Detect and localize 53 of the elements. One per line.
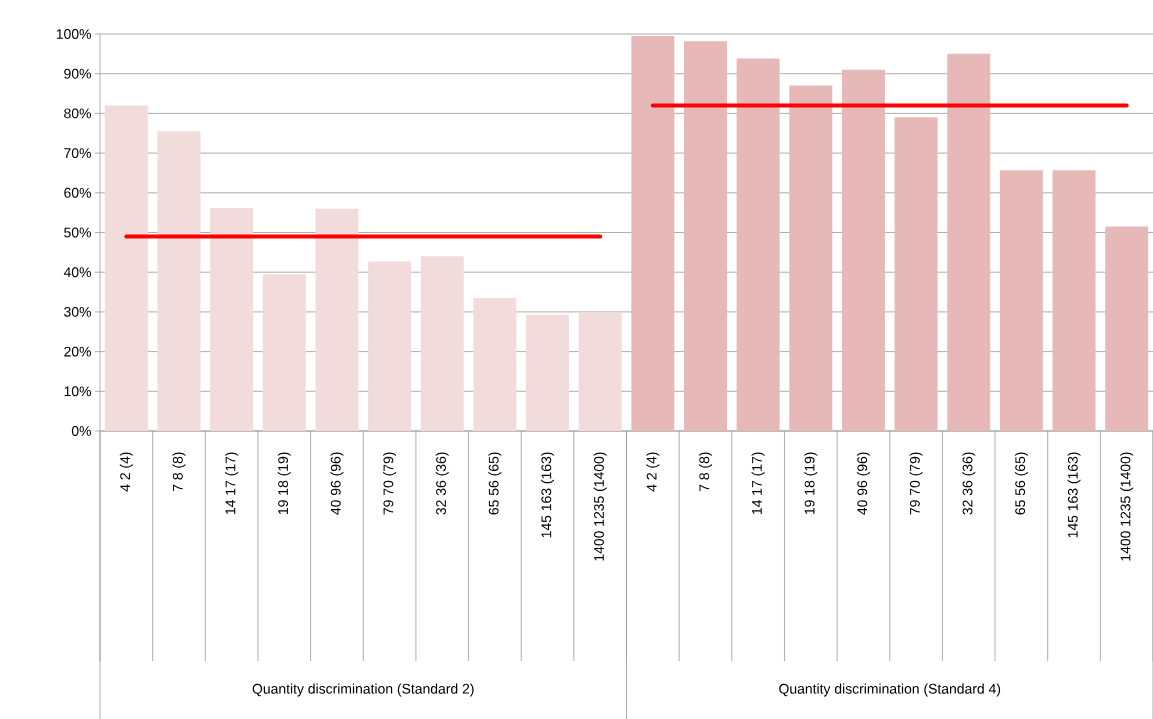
x-tick-label: 65 56 (65) (488, 452, 502, 515)
bar (157, 131, 201, 431)
bar (1052, 170, 1096, 431)
bar (999, 170, 1043, 431)
bar (420, 256, 464, 431)
bar (473, 298, 517, 431)
y-tick-label: 0% (71, 426, 91, 436)
bar (262, 274, 306, 431)
x-tick-label: 145 163 (163) (1067, 452, 1081, 538)
bar (631, 35, 675, 431)
bar (315, 208, 359, 431)
x-tick-label: 4 2 (4) (646, 452, 660, 492)
x-tick-label: 4 2 (4) (119, 452, 133, 492)
x-tick-label: 40 96 (96) (330, 452, 344, 515)
text: Quantity discrimination (Standard 2) (252, 683, 474, 697)
y-tick-label: 20% (64, 346, 91, 357)
x-tick-label: 1400 1235 (1400) (1120, 452, 1134, 561)
bar (578, 313, 622, 431)
bar (789, 85, 833, 431)
y-tick-label: 40% (63, 267, 91, 278)
y-tick-label: 70% (64, 148, 91, 159)
bar (1105, 226, 1149, 431)
bar (683, 41, 727, 431)
y-tick-label: 60% (64, 187, 91, 198)
x-tick-label: 32 36 (36) (435, 452, 449, 515)
bar (947, 53, 991, 431)
bar (210, 207, 254, 431)
x-tick-label: 1400 1235 (1400) (593, 452, 607, 561)
x-tick-label: 145 163 (163) (541, 452, 555, 538)
bar (841, 69, 885, 431)
x-tick-label: 7 8 (8) (172, 452, 186, 492)
y-tick-label: 100% (56, 29, 91, 39)
bar (368, 261, 412, 431)
bar (526, 314, 570, 431)
x-tick-label: 14 17 (17) (225, 452, 239, 515)
bar (894, 117, 938, 431)
x-tick-label: 79 70 (79) (383, 452, 397, 515)
y-tick-label: 30% (64, 306, 91, 317)
x-tick-label: 40 96 (96) (856, 452, 870, 515)
y-tick-label: 80% (64, 108, 91, 119)
bar (104, 105, 148, 431)
y-tick-label: 50% (64, 227, 91, 238)
x-tick-label: 32 36 (36) (962, 452, 976, 515)
x-tick-label: 19 18 (19) (804, 452, 818, 515)
x-tick-label: 79 70 (79) (909, 452, 923, 515)
text: Quantity discrimination (Standard 4) (779, 683, 1001, 697)
x-tick-label: 14 17 (17) (751, 452, 765, 515)
x-tick-label: 65 56 (65) (1014, 452, 1028, 515)
x-tick-label: 19 18 (19) (277, 452, 291, 515)
y-tick-label: 10% (64, 386, 91, 397)
bar (736, 58, 780, 431)
y-tick-label: 90% (64, 68, 91, 79)
x-tick-label: 7 8 (8) (698, 452, 712, 492)
